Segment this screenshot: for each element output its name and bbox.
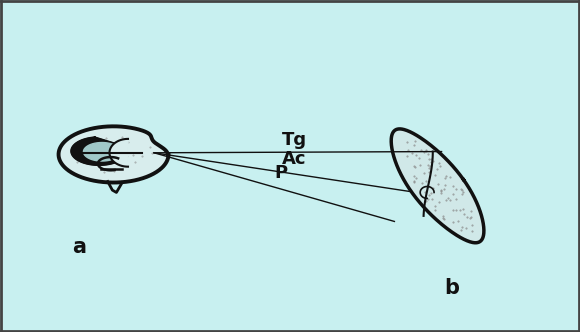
Text: b: b [444,278,459,298]
Text: a: a [72,237,86,257]
Polygon shape [84,142,121,161]
Text: Tg: Tg [282,131,307,149]
Polygon shape [71,137,127,165]
Text: Ac: Ac [282,150,307,168]
Polygon shape [111,139,128,166]
Polygon shape [391,129,484,243]
Text: P: P [274,164,287,182]
Polygon shape [59,126,169,183]
